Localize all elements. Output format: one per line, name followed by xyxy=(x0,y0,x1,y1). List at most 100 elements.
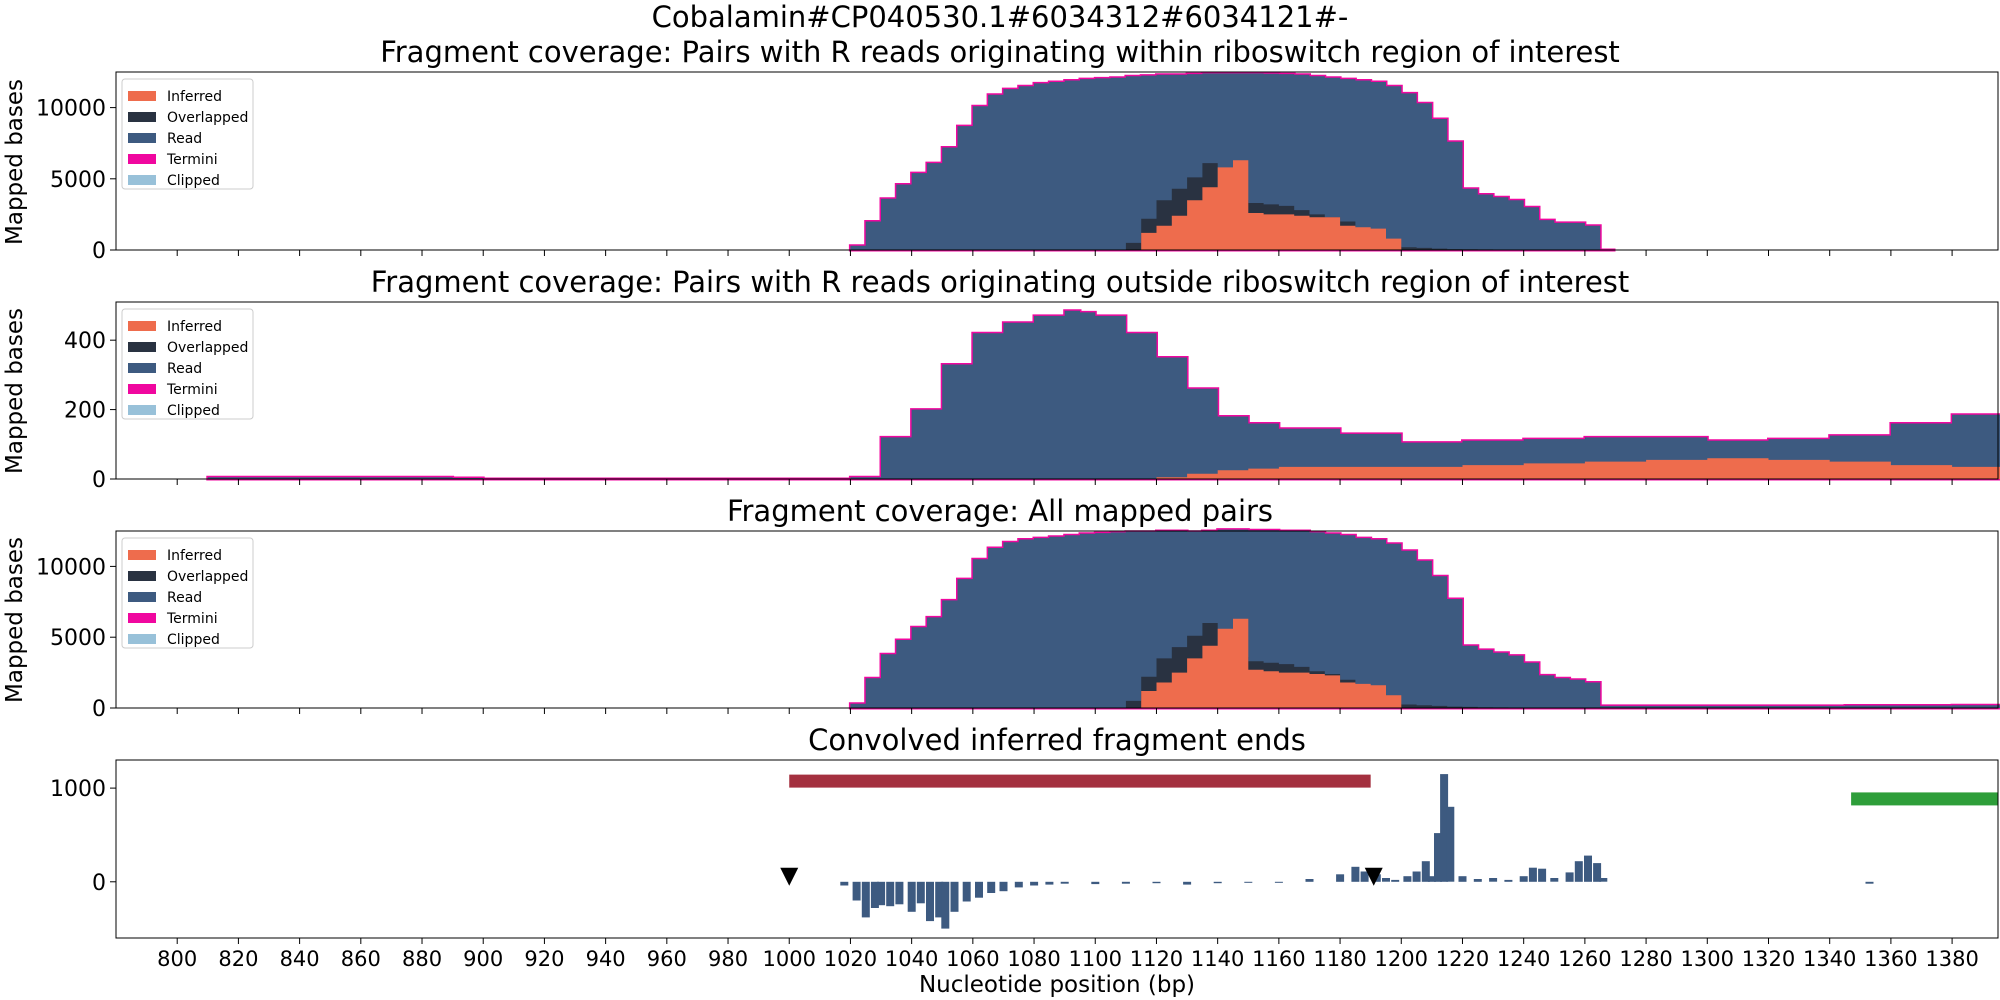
x-tick-label: 1200 xyxy=(1375,947,1428,971)
legend-label-termini: Termini xyxy=(166,152,218,168)
convolved-bar xyxy=(1446,806,1455,882)
convolved-bar xyxy=(1550,878,1559,882)
panel-1-title: Fragment coverage: Pairs with R reads or… xyxy=(380,35,1620,69)
legend-swatch-read xyxy=(128,592,156,602)
convolved-bar xyxy=(1403,876,1412,882)
legend-swatch-overlapped xyxy=(128,112,156,122)
x-tick-label: 900 xyxy=(463,947,503,971)
convolved-bar xyxy=(1412,871,1421,882)
x-tick-label: 920 xyxy=(524,947,564,971)
panel-2-legend: Inferred Overlapped Read Termini Clipped xyxy=(121,308,254,420)
convolved-bar xyxy=(1152,881,1161,884)
x-tick-label: 1160 xyxy=(1252,947,1305,971)
x-tick-label: 1120 xyxy=(1130,947,1183,971)
legend-label-inferred: Inferred xyxy=(167,319,222,335)
legend-label-clipped: Clipped xyxy=(167,403,220,419)
legend-swatch-termini xyxy=(128,154,156,164)
convolved-bar xyxy=(1360,871,1369,882)
panel-1-plot: 0 5000 10000 xyxy=(36,71,1953,264)
legend-label-read: Read xyxy=(167,131,202,147)
panel-1-frame xyxy=(115,71,1999,251)
panel-3-legend: Inferred Overlapped Read Termini Clipped xyxy=(121,537,254,649)
panel-1-ytick-label: 5000 xyxy=(50,168,106,193)
x-tick-label: 960 xyxy=(647,947,687,971)
x-tick-label: 1100 xyxy=(1069,947,1122,971)
convolved-bar xyxy=(1489,878,1498,882)
legend-label-inferred: Inferred xyxy=(167,89,222,105)
convolved-bar xyxy=(1593,863,1602,882)
x-tick-label: 880 xyxy=(402,947,442,971)
convolved-bar xyxy=(1336,874,1345,882)
panel-2-ytick-label: 0 xyxy=(92,468,106,493)
legend-swatch-termini xyxy=(128,613,156,623)
convolved-bar xyxy=(941,881,950,929)
convolved-bar xyxy=(840,881,849,886)
panel-1-legend: Inferred Overlapped Read Termini Clipped xyxy=(121,78,254,190)
convolved-bar xyxy=(1584,855,1592,882)
panel-3-ytick-label: 5000 xyxy=(50,626,106,651)
convolved-bar xyxy=(999,881,1008,892)
convolved-bar xyxy=(907,881,916,912)
convolved-bar xyxy=(1458,876,1467,882)
x-tick-label: 800 xyxy=(157,947,197,971)
legend-label-inferred: Inferred xyxy=(167,548,222,564)
convolved-bar xyxy=(1391,879,1400,882)
convolved-bar xyxy=(1538,868,1547,882)
x-tick-label: 1240 xyxy=(1497,947,1550,971)
panel-1-ytick-label: 10000 xyxy=(36,97,106,122)
legend-label-read: Read xyxy=(167,590,202,606)
legend-label-clipped: Clipped xyxy=(167,632,220,648)
figure-suptitle: Cobalamin#CP040530.1#6034312#6034121#- xyxy=(652,0,1349,34)
legend-swatch-read xyxy=(128,133,156,143)
convolved-bar xyxy=(987,881,996,893)
legend-swatch-overlapped xyxy=(128,571,156,581)
convolved-bar xyxy=(1473,879,1482,882)
convolved-bar xyxy=(1565,872,1574,882)
panel-2-plot: 0 200 400 xyxy=(64,309,2000,493)
panel-4-ytick-label: 0 xyxy=(92,871,106,896)
series-inferred xyxy=(207,458,2000,479)
convolved-bar xyxy=(962,881,971,902)
x-tick-label: 1000 xyxy=(763,947,816,971)
convolved-bar xyxy=(916,881,925,904)
convolved-bar xyxy=(1045,881,1054,885)
convolved-bar xyxy=(1434,833,1442,882)
legend-swatch-termini xyxy=(128,384,156,394)
convolved-bar xyxy=(1091,881,1100,885)
legend-swatch-inferred xyxy=(128,550,156,560)
boundary-marker xyxy=(780,867,799,886)
convolved-bar xyxy=(1382,878,1390,882)
convolved-bar xyxy=(1305,879,1314,882)
downstream-region-bar xyxy=(1851,792,1998,806)
panel-1-ylabel: Mapped bases xyxy=(2,79,28,245)
riboswitch-region-bar xyxy=(789,774,1371,788)
x-tick-label: 1080 xyxy=(1007,947,1060,971)
convolved-bar xyxy=(1351,866,1360,882)
convolved-bar xyxy=(1014,881,1023,888)
legend-swatch-clipped xyxy=(128,634,156,644)
series-read xyxy=(850,529,2000,708)
x-tick-label: 1380 xyxy=(1925,947,1978,971)
x-tick-label: 1060 xyxy=(946,947,999,971)
convolved-bar xyxy=(877,881,886,906)
series-read xyxy=(850,73,1616,251)
panel-4-ytick-label: 1000 xyxy=(50,777,106,802)
panel-3-plot: 0 5000 10000 xyxy=(36,528,2000,722)
legend-swatch-clipped xyxy=(128,175,156,185)
x-tick-label: 940 xyxy=(586,947,626,971)
panel-2-ytick-label: 200 xyxy=(64,399,106,424)
panel-3-ylabel: Mapped bases xyxy=(2,537,28,703)
convolved-bar xyxy=(1213,881,1222,884)
convolved-bar xyxy=(1599,878,1608,882)
convolved-bar xyxy=(895,881,904,905)
x-tick-label: 1320 xyxy=(1742,947,1795,971)
x-tick-label: 1020 xyxy=(824,947,877,971)
panel-1: Fragment coverage: Pairs with R reads or… xyxy=(2,35,1999,264)
panel-2-ytick-label: 400 xyxy=(64,329,106,354)
convolved-bar xyxy=(1421,861,1430,882)
legend-swatch-clipped xyxy=(128,405,156,415)
legend-label-overlapped: Overlapped xyxy=(167,110,248,126)
convolved-bar xyxy=(1574,861,1583,882)
panel-3-ytick-label: 0 xyxy=(92,697,106,722)
